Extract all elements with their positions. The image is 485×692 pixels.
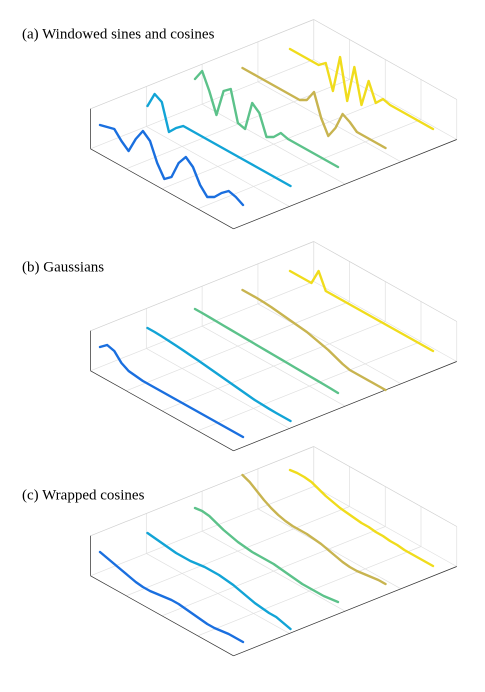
axis-line xyxy=(233,361,457,452)
floor-grid xyxy=(257,508,402,590)
series-line xyxy=(288,468,435,568)
floor-grid xyxy=(313,281,457,362)
axis-line xyxy=(233,566,457,657)
box-edge xyxy=(313,446,457,527)
floor-grid xyxy=(201,530,346,612)
series-line xyxy=(193,506,340,604)
box-edge xyxy=(313,241,457,322)
floor-grid xyxy=(257,81,402,163)
axis-line xyxy=(233,139,457,230)
floor-grid xyxy=(146,126,290,207)
floor-grid xyxy=(201,103,346,185)
axis-line xyxy=(90,148,234,230)
floor-grid xyxy=(146,553,290,634)
series-line xyxy=(288,269,435,353)
box-edge xyxy=(90,241,314,332)
floor-grid xyxy=(201,325,346,407)
series-line xyxy=(146,326,292,423)
axis-line xyxy=(90,575,234,657)
series-line xyxy=(146,531,292,631)
chart-title: (a) Windowed sines and cosines xyxy=(22,26,215,42)
box-edge xyxy=(313,19,457,100)
axis-line xyxy=(90,370,234,452)
chart-title: (b) Gaussians xyxy=(22,259,104,275)
chart-title: (c) Wrapped cosines xyxy=(22,487,145,503)
box-edge xyxy=(90,19,314,110)
series-line xyxy=(98,343,245,439)
series-line xyxy=(241,66,387,150)
box-edge xyxy=(90,446,314,537)
series-line xyxy=(193,69,340,169)
series-line xyxy=(241,288,387,392)
series-line xyxy=(241,473,387,586)
floor-grid xyxy=(146,348,290,429)
series-line xyxy=(288,47,435,131)
floor-grid xyxy=(313,486,457,567)
series-line xyxy=(98,550,245,644)
floor-grid xyxy=(257,303,402,385)
series-line xyxy=(193,307,340,395)
series-line xyxy=(98,123,245,207)
series-line xyxy=(146,92,292,188)
